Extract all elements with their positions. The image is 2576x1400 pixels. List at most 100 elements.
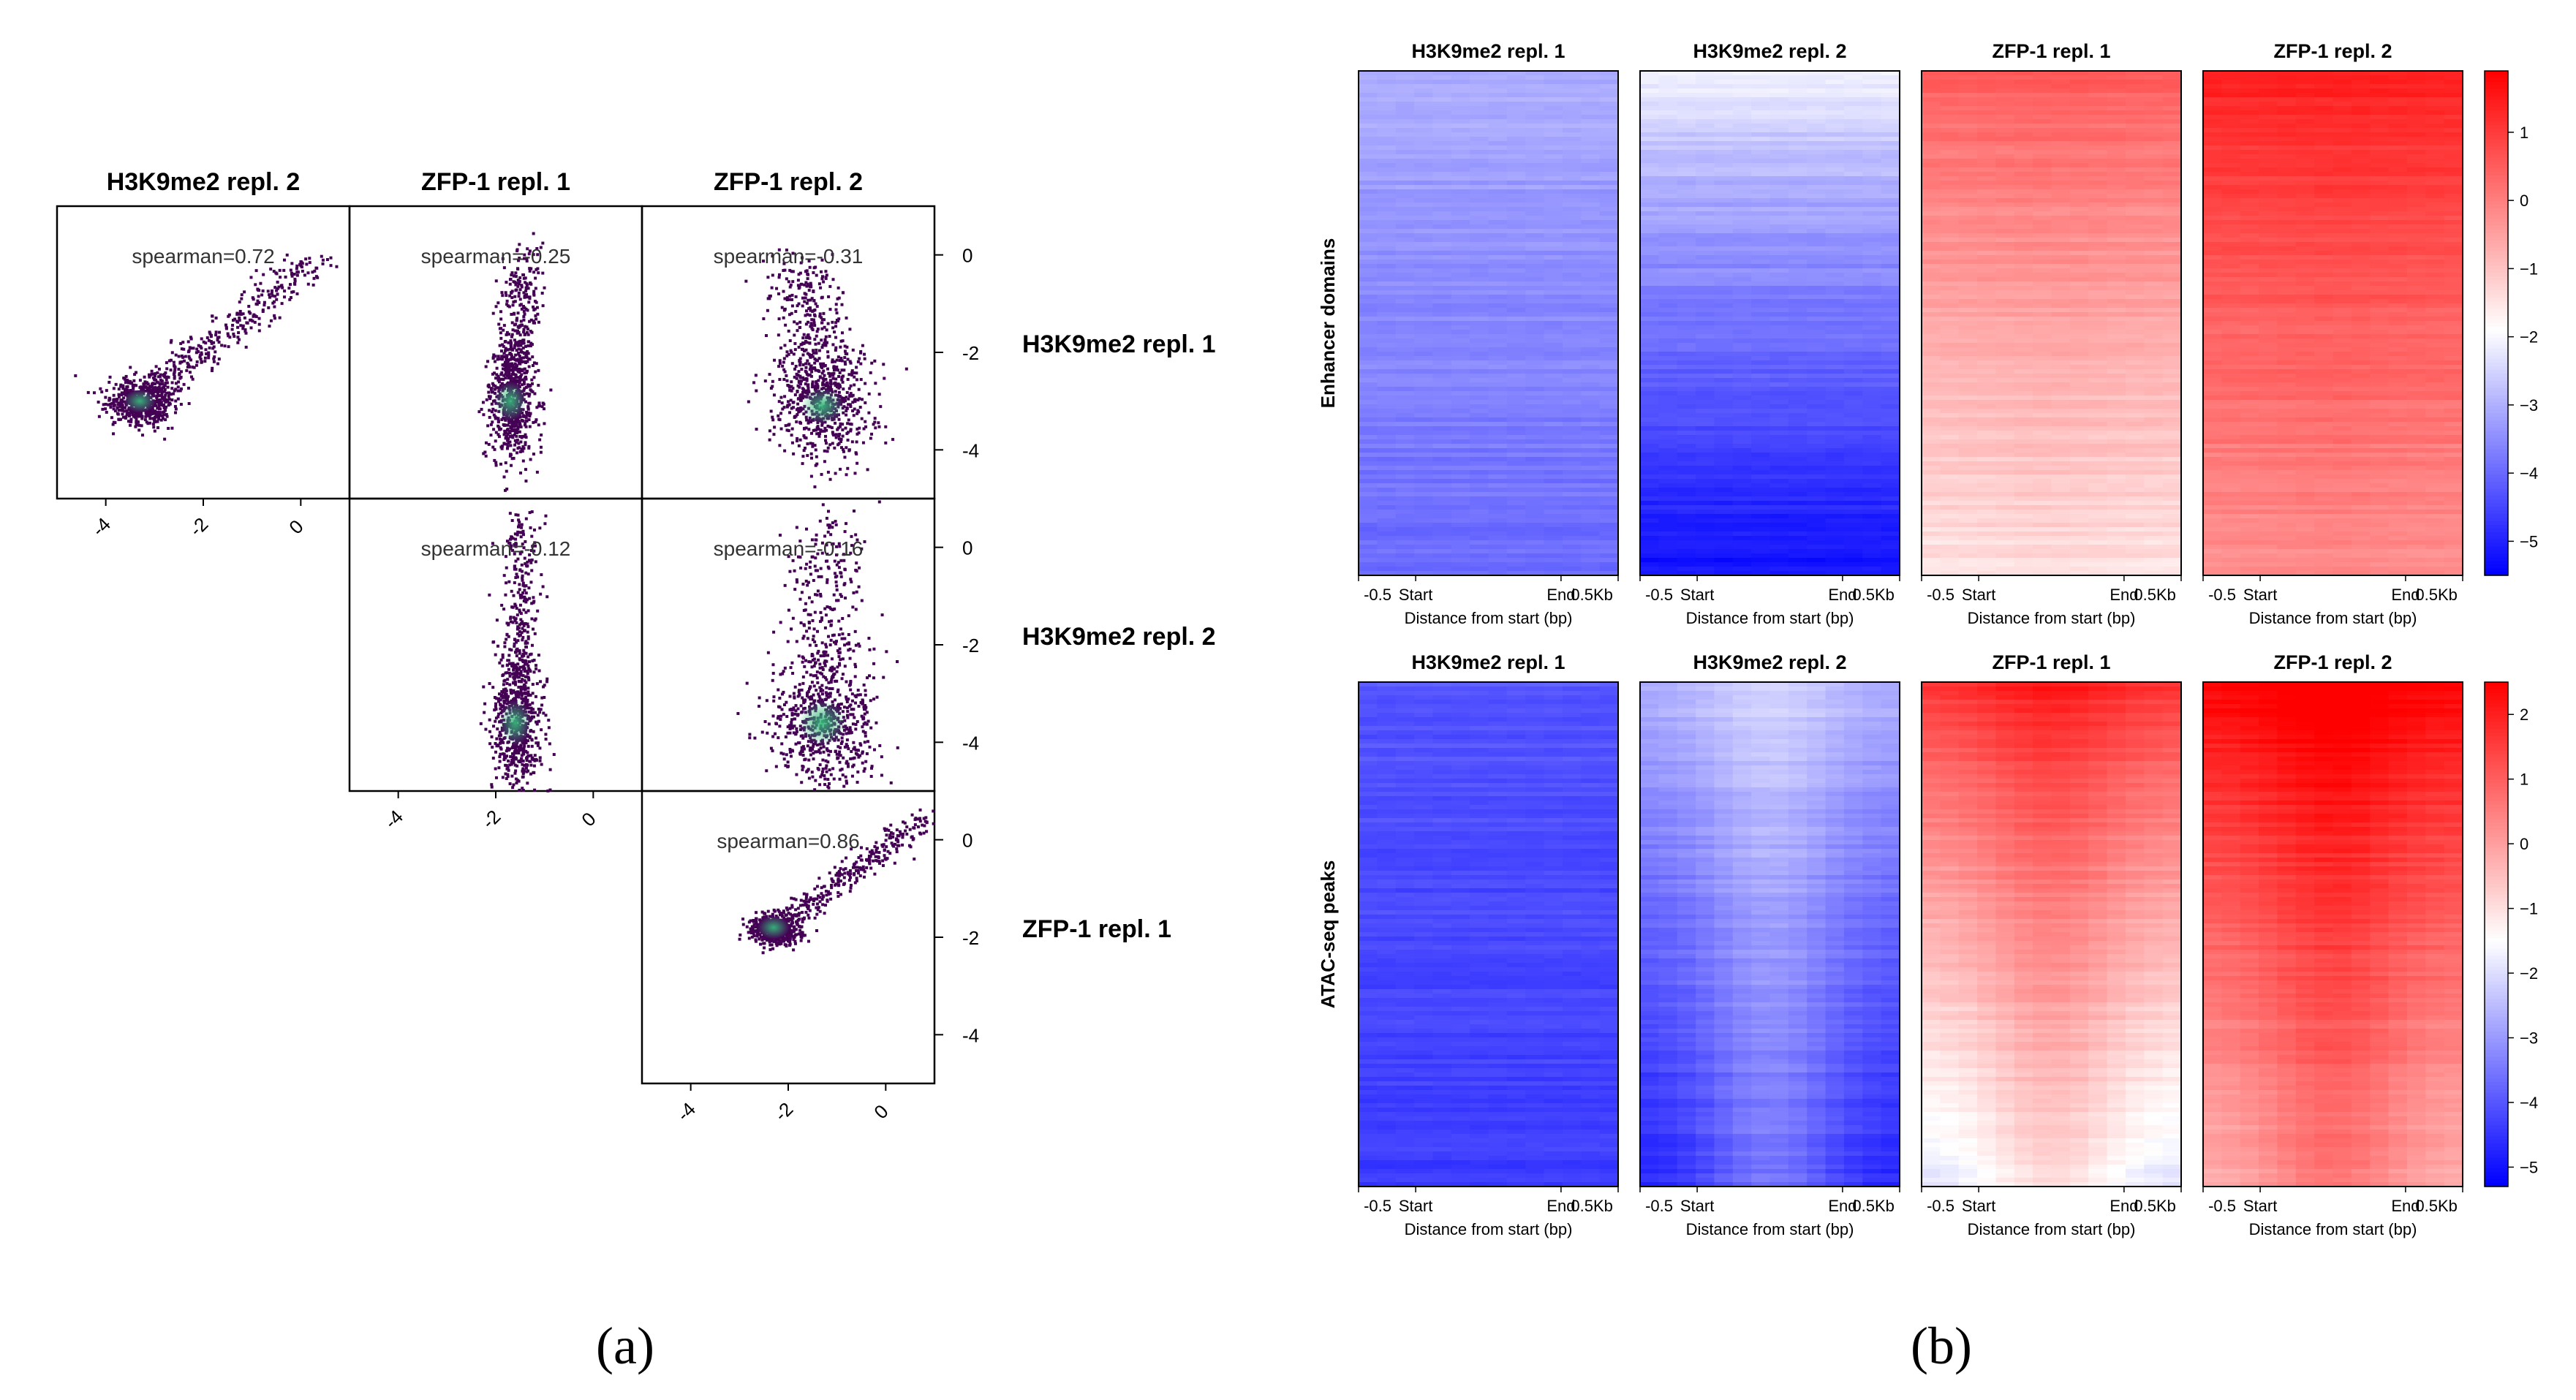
scatter-point — [163, 387, 167, 391]
scatter-point — [801, 336, 805, 340]
scatter-point — [811, 442, 815, 445]
scatter-point — [786, 760, 790, 764]
scatter-point — [815, 348, 818, 352]
scatter-point — [834, 436, 838, 439]
scatter-point — [864, 731, 867, 735]
scatter-point — [523, 597, 526, 601]
scatter-point — [842, 374, 845, 378]
scatter-point — [521, 578, 524, 582]
scatter-point — [817, 692, 820, 696]
scatter-point — [831, 521, 834, 525]
scatter-point — [526, 686, 530, 690]
scatter-point — [851, 401, 855, 404]
scatter-point — [116, 412, 120, 416]
scatter-point — [520, 285, 524, 289]
scatter-point — [252, 298, 255, 301]
scatter-point — [529, 711, 533, 714]
scatter-point — [197, 344, 200, 347]
scatter-point — [303, 273, 306, 277]
scatter-point — [779, 942, 783, 945]
scatter-point — [174, 411, 178, 415]
scatter-point — [829, 624, 833, 627]
scatter-point — [506, 432, 510, 436]
scatter-point — [525, 410, 529, 414]
scatter-point — [838, 383, 842, 387]
scatter-point — [818, 763, 822, 767]
scatter-point — [513, 602, 517, 606]
scatter-point — [174, 382, 178, 385]
scatter-point — [112, 393, 116, 397]
scatter-point — [182, 382, 186, 386]
scatter-point — [815, 382, 819, 386]
scatter-point — [159, 401, 163, 404]
scatter-point — [507, 370, 511, 374]
scatter-point — [836, 665, 839, 669]
scatter-point — [790, 708, 793, 711]
scatter-point — [828, 379, 832, 382]
scatter-point — [787, 280, 790, 284]
scatter-point — [507, 671, 511, 675]
scatter-point — [859, 743, 863, 747]
scatter-point — [521, 591, 525, 594]
scatter-point — [108, 375, 112, 379]
scatter-point — [817, 575, 820, 578]
scatter-cloud — [744, 248, 908, 488]
scatter-point — [510, 605, 514, 609]
scatter-point — [156, 420, 159, 423]
scatter-point — [502, 752, 506, 756]
scatter-point — [214, 350, 217, 354]
scatter-point — [855, 561, 858, 565]
scatter-point — [501, 656, 505, 659]
scatter-point — [541, 271, 545, 275]
scatter-point — [148, 374, 152, 377]
scatter-point — [828, 374, 832, 378]
scatter-point — [196, 349, 200, 353]
scatter-point — [126, 381, 130, 385]
scatter-point — [160, 387, 164, 391]
scatter-point — [188, 371, 192, 374]
scatter-point — [796, 406, 800, 410]
scatter-point — [841, 617, 845, 621]
scatter-point — [500, 603, 504, 607]
scatter-point — [514, 691, 518, 695]
scatter-point — [845, 642, 849, 646]
scatter-point — [514, 751, 518, 754]
scatter-point — [769, 409, 773, 413]
scatter-point — [515, 667, 519, 670]
scatter-point — [768, 297, 771, 300]
scatter-point — [514, 275, 518, 279]
scatter-point — [850, 699, 854, 703]
scatter-point — [510, 312, 513, 316]
scatter-point — [820, 275, 824, 279]
scatter-point — [519, 612, 523, 616]
scatter-point — [870, 432, 874, 436]
scatter-point — [842, 387, 845, 391]
scatter-point — [528, 425, 532, 428]
scatter-point — [524, 651, 528, 655]
scatter-point — [831, 326, 835, 330]
scatter-point — [526, 690, 530, 694]
scatter-point — [505, 632, 509, 636]
scatter-point — [523, 584, 526, 588]
scatter-point — [512, 456, 515, 460]
scatter-point — [849, 578, 853, 581]
scatter-point — [838, 432, 842, 436]
scatter-point — [816, 385, 820, 388]
scatter-point — [535, 664, 538, 667]
scatter-point — [533, 392, 537, 396]
scatter-point — [513, 543, 516, 547]
scatter-point — [853, 472, 857, 475]
scatter-point — [791, 725, 795, 729]
scatter-point — [238, 309, 242, 313]
scatter-point — [505, 696, 508, 700]
scatter-point — [826, 778, 830, 782]
scatter-point — [200, 347, 203, 350]
scatter-point — [160, 396, 164, 399]
scatter-point — [112, 432, 116, 436]
scatter-point — [844, 426, 847, 430]
scatter-point — [500, 418, 504, 422]
scatter-point — [504, 377, 507, 380]
scatter-point — [823, 325, 826, 329]
scatter-point — [810, 600, 814, 604]
scatter-point — [836, 368, 840, 372]
